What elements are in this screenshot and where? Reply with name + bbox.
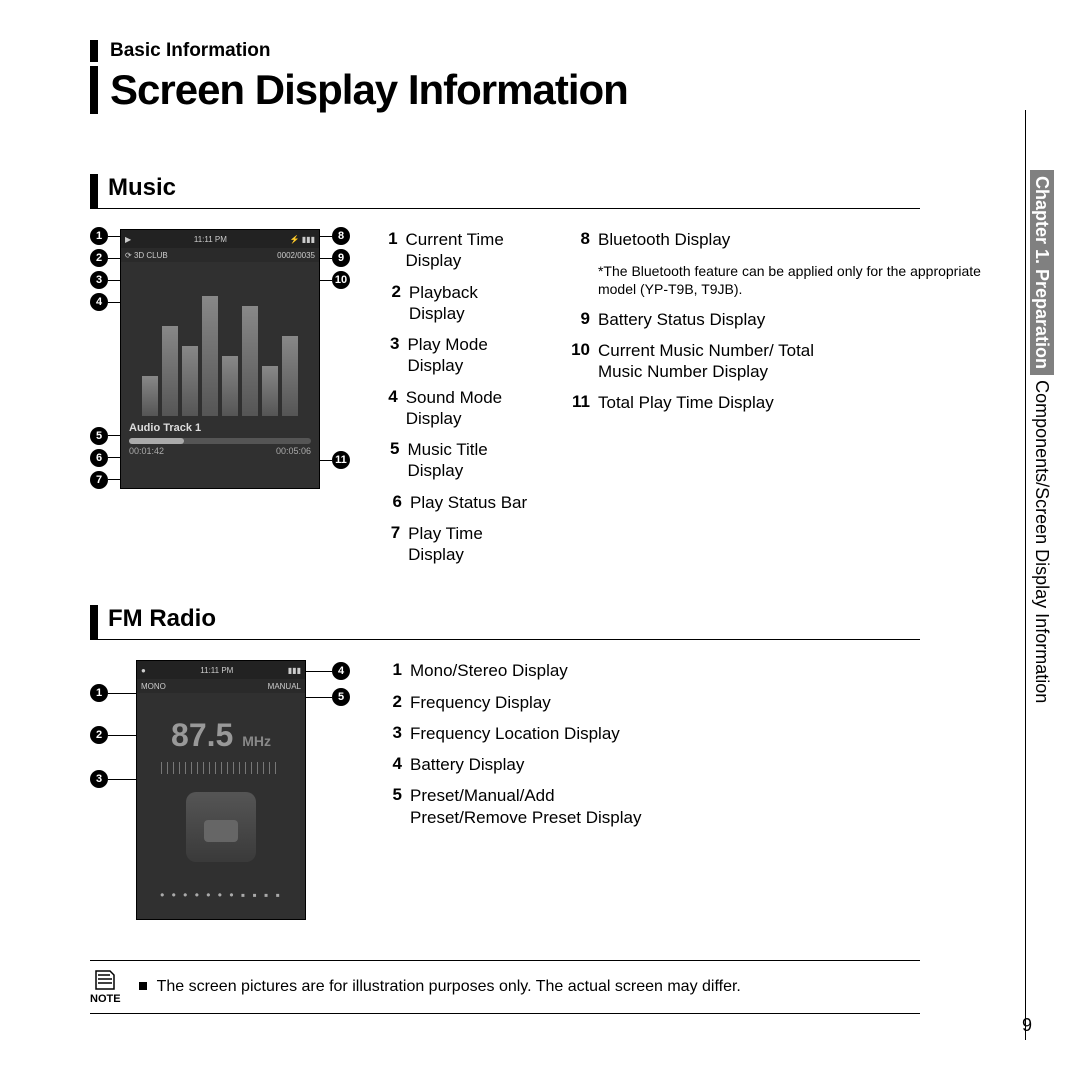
section-title-music: Music <box>90 174 920 209</box>
legend-item: 5Music Title Display <box>380 439 532 482</box>
fm-unit: MHz <box>242 733 271 749</box>
fm-time: 11:11 PM <box>200 666 233 675</box>
music-device-mock: ▶ 11:11 PM ⚡ ▮▮▮ ⟳ 3D CLUB 0002/0035 Aud… <box>120 229 320 489</box>
legend-item: 1Current Time Display <box>380 229 532 272</box>
fm-legend: 1Mono/Stereo Display 2Frequency Display 3F… <box>380 660 670 828</box>
device-time: 11:11 PM <box>194 235 227 244</box>
total-time: 00:05:06 <box>276 446 311 456</box>
callout-8: 8 <box>332 227 350 245</box>
legend-item: 6Play Status Bar <box>380 492 532 513</box>
manual-label: MANUAL <box>268 682 301 691</box>
sound-mode: 3D CLUB <box>134 251 168 260</box>
progress-bar <box>129 438 311 444</box>
fm-callout-5: 5 <box>332 688 350 706</box>
fm-dial <box>161 762 281 774</box>
legend-item: 11Total Play Time Display <box>568 392 1020 413</box>
music-legend: 1Current Time Display 2Playback Display 3P… <box>380 229 1020 565</box>
track-counter: 0002/0035 <box>277 251 315 260</box>
callout-7: 7 <box>90 471 108 489</box>
fm-callout-3: 3 <box>90 770 108 788</box>
section-title-fm: FM Radio <box>90 605 920 640</box>
callout-5: 5 <box>90 427 108 445</box>
side-chapter-text: Chapter 1. Preparation Components/Screen… <box>1031 170 1052 703</box>
legend-subnote: *The Bluetooth feature can be applied on… <box>598 262 1020 298</box>
note-icon: NOTE <box>90 969 121 1005</box>
page-number: 9 <box>1022 1015 1032 1036</box>
legend-item: 1Mono/Stereo Display <box>380 660 670 681</box>
fm-device-mock: ● 11:11 PM ▮▮▮ MONO MANUAL 87.5 MHz • • … <box>136 660 306 920</box>
legend-item: 4Sound Mode Display <box>380 387 532 430</box>
fm-frequency: 87.5 <box>171 717 233 753</box>
callout-11: 11 <box>332 451 350 469</box>
legend-item: 2Frequency Display <box>380 692 670 713</box>
callout-4: 4 <box>90 293 108 311</box>
breadcrumb: Basic Information <box>90 40 1020 62</box>
fm-callout-1: 1 <box>90 684 108 702</box>
fm-dots: • • • • • • • ▪ ▪ ▪ ▪ <box>137 888 305 902</box>
note-box: NOTE The screen pictures are for illustr… <box>90 960 920 1014</box>
legend-item: 5Preset/Manual/Add Preset/Remove Preset … <box>380 785 670 828</box>
section-fm: FM Radio 1 2 3 4 5 <box>90 605 1020 920</box>
note-label: NOTE <box>90 993 121 1005</box>
note-text: The screen pictures are for illustration… <box>139 978 741 996</box>
fm-callout-2: 2 <box>90 726 108 744</box>
track-title: Audio Track 1 <box>121 422 319 438</box>
callout-6: 6 <box>90 449 108 467</box>
legend-item: 3Frequency Location Display <box>380 723 670 744</box>
callout-3: 3 <box>90 271 108 289</box>
fm-icon <box>186 792 256 862</box>
callout-10: 10 <box>332 271 350 289</box>
legend-item: 3Play Mode Display <box>380 334 532 377</box>
callout-9: 9 <box>332 249 350 267</box>
legend-item: 8Bluetooth Display <box>568 229 1020 250</box>
fm-callout-4: 4 <box>332 662 350 680</box>
section-music: Music 1 2 3 4 5 6 7 8 9 10 11 <box>90 174 1020 565</box>
callout-1: 1 <box>90 227 108 245</box>
equalizer-display <box>121 262 319 422</box>
legend-item: 2Playback Display <box>380 282 532 325</box>
mono-label: MONO <box>141 682 166 691</box>
side-rule <box>1025 110 1026 1040</box>
page-title: Screen Display Information <box>90 66 1020 114</box>
legend-item: 4Battery Display <box>380 754 670 775</box>
legend-item: 10Current Music Number/ Total Music Numb… <box>568 340 1020 383</box>
legend-item: 7Play Time Display <box>380 523 532 566</box>
callout-2: 2 <box>90 249 108 267</box>
elapsed-time: 00:01:42 <box>129 446 164 456</box>
legend-item: 9Battery Status Display <box>568 309 1020 330</box>
